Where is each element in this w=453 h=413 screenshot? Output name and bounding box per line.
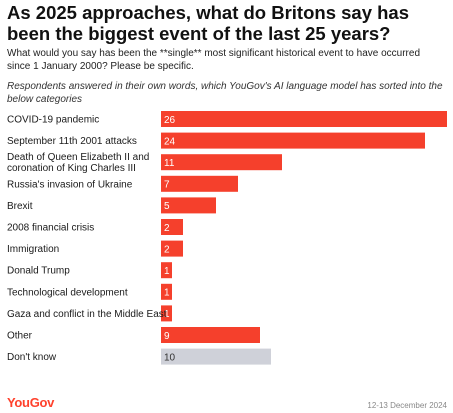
bar (161, 154, 282, 171)
yougov-logo: YouGov (7, 395, 55, 410)
bar (161, 262, 172, 279)
category-label: Brexit (7, 201, 33, 212)
bar (161, 327, 260, 343)
bar-value-label: 2 (164, 244, 170, 255)
bar (161, 348, 271, 365)
bar-value-label: 1 (164, 288, 170, 299)
category-label: Technological development (7, 287, 128, 298)
category-label: September 11th 2001 attacks (7, 136, 137, 147)
bar-value-label: 24 (164, 136, 176, 147)
survey-date: 12-13 December 2024 (367, 401, 447, 410)
bar (161, 305, 172, 322)
category-label: Immigration (7, 244, 59, 255)
methodology-note: Respondents answered in their own words,… (7, 81, 443, 105)
bar (161, 175, 238, 192)
bar-value-label: 7 (164, 180, 170, 191)
bar-value-label: 11 (164, 158, 175, 169)
bar (161, 132, 425, 149)
chart-title: As 2025 approaches, what do Britons say … (7, 2, 410, 44)
category-label: COVID-19 pandemic (7, 115, 99, 126)
question-text: What would you say has been the **single… (7, 48, 421, 72)
bar-value-label: 9 (164, 331, 170, 342)
bar-value-label: 1 (164, 309, 170, 320)
bar (161, 197, 216, 214)
bar-value-label: 5 (164, 201, 170, 212)
bar (161, 283, 172, 300)
category-label: Russia's invasion of Ukraine (7, 179, 133, 190)
bar (161, 219, 183, 235)
bar-value-label: 2 (164, 223, 170, 234)
category-label: 2008 financial crisis (7, 223, 94, 234)
bar-value-label: 26 (164, 115, 176, 126)
category-label: Don't know (7, 352, 57, 363)
category-label: Other (7, 331, 33, 342)
bar-value-label: 10 (164, 352, 176, 363)
category-label: Death of Queen Elizabeth II and coronatio… (7, 152, 149, 174)
bar (161, 240, 183, 257)
category-label: Donald Trump (7, 266, 70, 277)
bar (161, 111, 447, 127)
bar-value-label: 1 (164, 266, 170, 277)
category-label: Gaza and conflict in the Middle East (7, 309, 167, 320)
